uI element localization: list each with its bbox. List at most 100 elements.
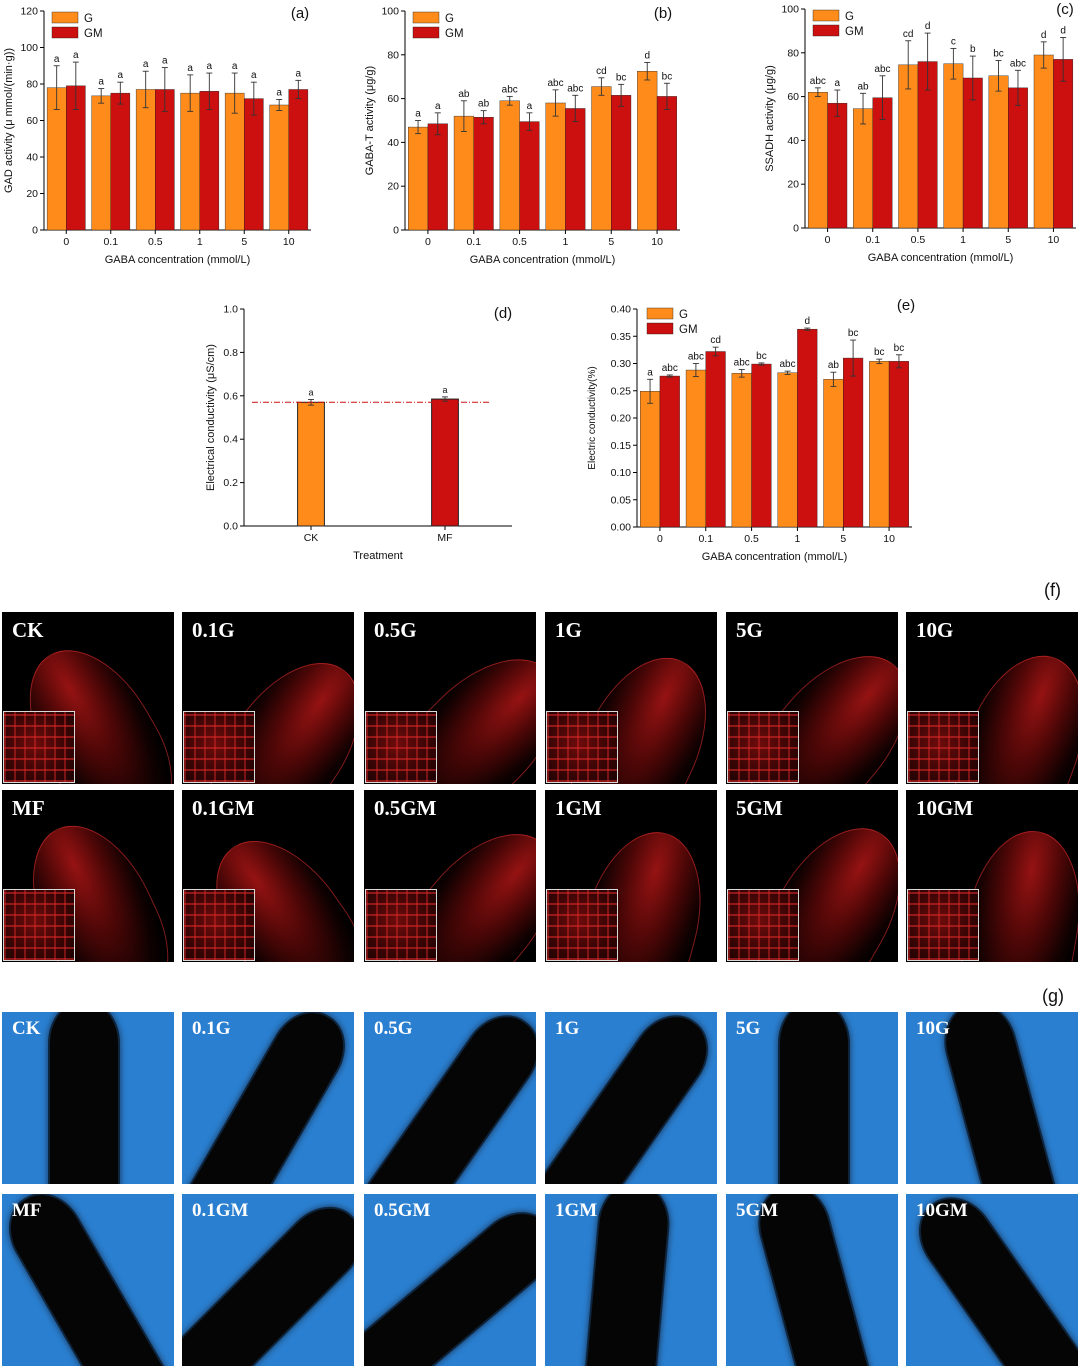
chart-a-significance-letter: a xyxy=(143,59,149,70)
chart-a-x-tick-label: 1 xyxy=(197,236,203,248)
chart-e-legend-swatch xyxy=(646,322,674,335)
image-label: 0.5G xyxy=(374,618,417,642)
chart-c-bar xyxy=(962,77,983,229)
root-hair-image-0-5gm: 0.5GM xyxy=(364,1194,536,1366)
chart-b-significance-letter: bc xyxy=(662,71,673,82)
chart-e-y-axis-title: Electric conductivity(%) xyxy=(587,366,598,469)
chart-b-x-tick-label: 0.1 xyxy=(466,236,481,248)
fluorescence-image-1gm: 1GM xyxy=(545,790,717,962)
chart-e-bar xyxy=(843,357,864,528)
chart-b-y-tick-label: 20 xyxy=(387,181,399,193)
chart-e-x-tick-label: 0.1 xyxy=(698,533,713,545)
chart-e-legend-label: G xyxy=(679,309,688,321)
chart-b-legend-label: G xyxy=(445,13,454,25)
fluorescence-image-0-5gm: 0.5GM xyxy=(364,790,536,962)
chart-c-legend-label: GM xyxy=(845,26,864,38)
chart-a-significance-letter: a xyxy=(54,54,60,65)
chart-a-significance-letter: a xyxy=(251,70,257,81)
root-hair-image-1g: 1G xyxy=(545,1012,717,1184)
image-label: 10G xyxy=(916,1018,950,1039)
chart-e-bar xyxy=(685,369,706,528)
chart-a-legend-swatch xyxy=(51,26,79,39)
chart-a-significance-letter: a xyxy=(162,56,168,67)
chart-b-bar xyxy=(637,71,658,231)
panel-f-label: (f) xyxy=(1044,580,1061,600)
chart-d-y-tick-label: 0.6 xyxy=(223,390,238,402)
chart-c-bar xyxy=(807,92,828,229)
chart-b-significance-letter: ab xyxy=(478,99,490,110)
chart-e-significance-letter: cd xyxy=(710,335,721,346)
chart-b-significance-letter: a xyxy=(435,101,441,112)
chart-a-significance-letter: a xyxy=(187,63,193,74)
chart-c-x-tick-label: 10 xyxy=(1048,234,1060,246)
chart-e-y-tick-label: 0.25 xyxy=(611,385,632,397)
chart-e-bar xyxy=(888,361,909,528)
chart-c-legend-swatch xyxy=(812,9,840,22)
chart-e-y-tick-label: 0.20 xyxy=(611,413,632,425)
chart-c-significance-letter: abc xyxy=(874,64,890,75)
chart-e-legend-label: GM xyxy=(679,324,698,336)
magnified-inset xyxy=(907,711,979,783)
image-label: 10GM xyxy=(916,796,974,820)
chart-b-x-tick-label: 1 xyxy=(562,236,568,248)
chart-e-legend-swatch xyxy=(646,307,674,320)
chart-c-panel-label: (c) xyxy=(1056,1,1074,18)
chart-e-x-axis-title: GABA concentration (mmol/L) xyxy=(702,551,848,563)
chart-c-significance-letter: b xyxy=(970,44,976,55)
chart-b-x-tick-label: 10 xyxy=(651,236,663,248)
root-hair-image-0-1gm: 0.1GM xyxy=(182,1194,354,1366)
magnified-inset xyxy=(3,889,75,961)
root-silhouette xyxy=(364,1199,536,1366)
image-label: 0.5GM xyxy=(374,796,437,820)
image-label: 1GM xyxy=(555,1200,598,1221)
chart-e-bar xyxy=(869,361,890,528)
chart-a-x-tick-label: 0.1 xyxy=(103,236,118,248)
chart-e-bar xyxy=(731,373,752,528)
chart-a-x-tick-label: 10 xyxy=(283,236,295,248)
image-label: 1G xyxy=(555,618,582,642)
chart-e-significance-letter: abc xyxy=(688,352,704,363)
image-label: 1G xyxy=(555,1018,580,1039)
chart-d-significance-letter: a xyxy=(442,385,447,395)
chart-c-significance-letter: d xyxy=(925,21,931,32)
chart-a-y-tick-label: 60 xyxy=(26,115,38,127)
root-hair-image-0-5g: 0.5G xyxy=(364,1012,536,1184)
chart-c-x-axis-title: GABA concentration (mmol/L) xyxy=(868,252,1014,264)
chart-a-x-tick-label: 0 xyxy=(63,236,69,248)
chart-d-significance-letter: a xyxy=(308,387,313,397)
magnified-inset xyxy=(907,889,979,961)
chart-e-y-tick-label: 0.05 xyxy=(611,494,632,506)
chart-b-y-tick-label: 40 xyxy=(387,137,399,149)
image-label: CK xyxy=(12,1018,41,1039)
chart-c-significance-letter: abc xyxy=(1010,58,1026,69)
chart-e-panel-label: (e) xyxy=(897,297,915,314)
fluorescence-image-5g: 5G xyxy=(726,612,898,784)
root-hair-image-5g: 5G xyxy=(726,1012,898,1184)
chart-c-y-tick-label: 0 xyxy=(793,223,799,235)
chart-c-x-tick-label: 0.1 xyxy=(865,234,880,246)
chart-c-bar xyxy=(827,102,848,229)
chart-c-y-tick-label: 40 xyxy=(787,135,799,147)
chart-d-y-axis-title: Electrical conductivity (μS/cm) xyxy=(205,344,217,491)
root-hair-image-mf: MF xyxy=(2,1194,174,1366)
chart-a-bar xyxy=(244,98,264,231)
fluorescence-image-0-5g: 0.5G xyxy=(364,612,536,784)
chart-b-x-axis-title: GABA concentration (mmol/L) xyxy=(470,254,616,266)
image-label: 5G xyxy=(736,618,763,642)
chart-b-y-tick-label: 80 xyxy=(387,49,399,61)
chart-a-x-tick-label: 0.5 xyxy=(148,236,163,248)
chart-a-significance-letter: a xyxy=(232,61,238,72)
chart-a-significance-letter: a xyxy=(296,68,302,79)
root-silhouette xyxy=(50,1012,118,1184)
chart-b-y-axis-title: GABA-T activity (μg/g) xyxy=(364,66,376,175)
chart-d-y-tick-label: 0.0 xyxy=(223,521,238,533)
chart-b-legend-swatch xyxy=(412,26,440,39)
chart-a-bar xyxy=(269,104,289,231)
chart-e-y-tick-label: 0.40 xyxy=(611,304,632,316)
chart-e-x-tick-label: 5 xyxy=(840,533,846,545)
chart-c-y-tick-label: 60 xyxy=(787,91,799,103)
chart-b-bar xyxy=(656,96,677,231)
magnified-inset xyxy=(727,711,799,783)
chart-c-x-tick-label: 5 xyxy=(1005,234,1011,246)
chart-c-y-axis-title: SSADH activity (μg/g) xyxy=(764,65,776,172)
